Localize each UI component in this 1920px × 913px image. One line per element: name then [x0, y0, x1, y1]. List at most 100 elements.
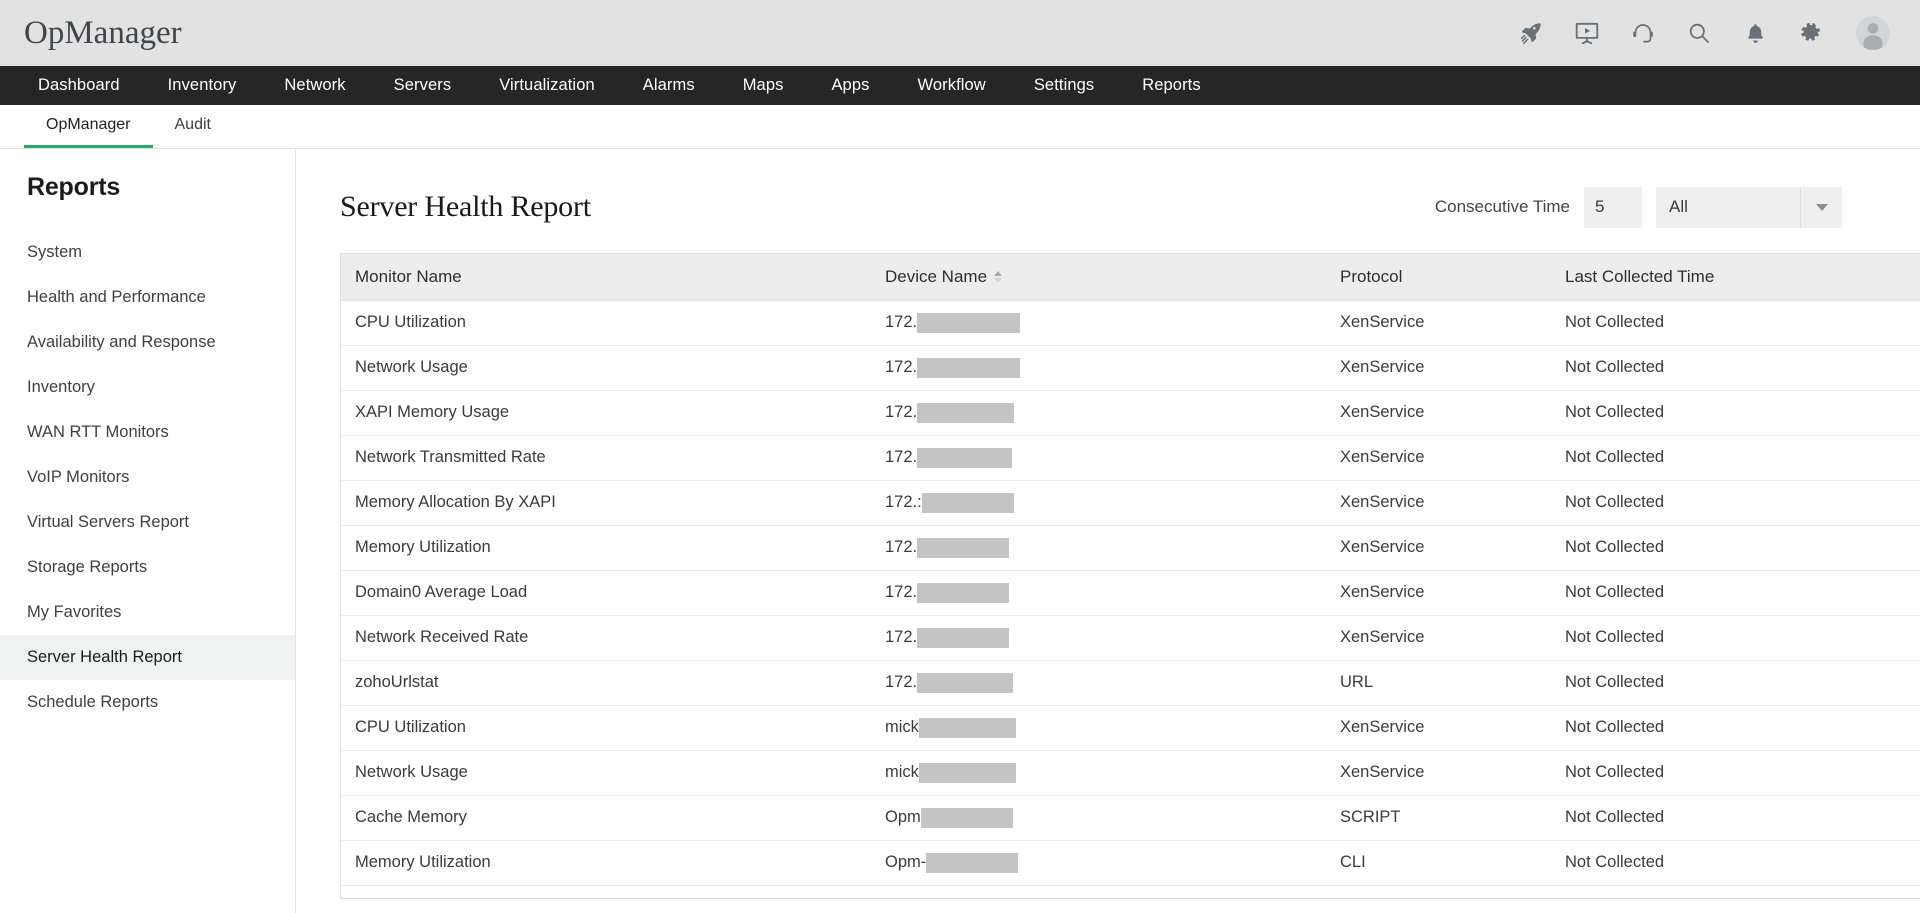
- cell-monitor-name: zohoUrlstat: [341, 660, 871, 706]
- sidebar-item-health-and-performance[interactable]: Health and Performance: [27, 288, 206, 306]
- app-logo: OpManager: [24, 14, 182, 51]
- cell-protocol: XenService: [1326, 480, 1551, 526]
- device-name-prefix: 172.: [885, 583, 918, 601]
- table-row[interactable]: Cache Memory Opm SCRIPT Not Collected: [341, 795, 1920, 841]
- sidebar-item-server-health-report[interactable]: Server Health Report: [0, 635, 295, 680]
- device-name-prefix: Opm-: [885, 853, 927, 871]
- sidebar-item-schedule-reports[interactable]: Schedule Reports: [27, 693, 159, 711]
- cell-protocol: XenService: [1326, 525, 1551, 571]
- sidebar-item-my-favorites[interactable]: My Favorites: [27, 603, 122, 621]
- tab-opmanager[interactable]: OpManager: [24, 105, 153, 148]
- server-health-table: Monitor Name Device Name: [341, 254, 1920, 886]
- cell-last-collected-time: Not Collected: [1551, 525, 1920, 571]
- sidebar-item-availability-and-response[interactable]: Availability and Response: [27, 333, 216, 351]
- cell-monitor-name: CPU Utilization: [341, 705, 871, 751]
- table-row[interactable]: Network Received Rate 172. XenService Not C…: [341, 615, 1920, 661]
- reports-sidebar: Reports System Health and Performance Av…: [0, 149, 296, 913]
- nav-item-maps[interactable]: Maps: [742, 76, 784, 94]
- nav-item-workflow[interactable]: Workflow: [917, 76, 986, 94]
- nav-item-settings[interactable]: Settings: [1033, 76, 1095, 94]
- cell-protocol: XenService: [1326, 345, 1551, 391]
- report-content: Server Health Report Consecutive Time Al…: [296, 149, 1920, 913]
- rocket-icon[interactable]: [1518, 20, 1544, 46]
- consecutive-time-input[interactable]: [1584, 186, 1642, 228]
- sidebar-item-inventory[interactable]: Inventory: [27, 378, 95, 396]
- table-row[interactable]: Domain0 Average Load 172. XenService Not Co…: [341, 570, 1920, 616]
- table-row[interactable]: CPU Utilization mick XenService Not Collect…: [341, 705, 1920, 751]
- consecutive-time-label: Consecutive Time: [1434, 197, 1570, 216]
- nav-item-alarms[interactable]: Alarms: [642, 76, 695, 94]
- cell-last-collected-time: Not Collected: [1551, 795, 1920, 841]
- column-header-protocol[interactable]: Protocol: [1326, 254, 1551, 301]
- sidebar-item-system[interactable]: System: [27, 243, 83, 261]
- cell-monitor-name: Domain0 Average Load: [341, 570, 871, 616]
- brand-bar: OpManager: [0, 0, 1920, 66]
- cell-monitor-name: Network Received Rate: [341, 615, 871, 661]
- nav-item-inventory[interactable]: Inventory: [167, 76, 237, 94]
- column-header-device-name[interactable]: Device Name: [871, 254, 1326, 301]
- table-row[interactable]: XAPI Memory Usage 172. XenService Not Colle…: [341, 390, 1920, 436]
- cell-last-collected-time: Not Collected: [1551, 570, 1920, 616]
- device-name-prefix: 172.: [885, 673, 918, 691]
- column-label: Last Collected Time: [1565, 266, 1715, 286]
- cell-last-collected-time: Not Collected: [1551, 480, 1920, 526]
- gear-icon[interactable]: [1798, 20, 1824, 46]
- redaction-block: [917, 627, 1010, 648]
- presentation-icon[interactable]: [1574, 20, 1600, 46]
- cell-last-collected-time: Not Collected: [1551, 840, 1920, 886]
- table-row[interactable]: Memory Utilization Opm- CLI Not Collected: [341, 840, 1920, 886]
- sidebar-item-storage-reports[interactable]: Storage Reports: [27, 558, 148, 576]
- sidebar-item-voip-monitors[interactable]: VoIP Monitors: [27, 468, 130, 486]
- table-row[interactable]: Memory Utilization 172. XenService Not Coll…: [341, 525, 1920, 571]
- cell-device-name: 172.:: [871, 480, 1326, 526]
- bell-icon[interactable]: [1742, 20, 1768, 46]
- content-header: Server Health Report Consecutive Time Al…: [296, 149, 1920, 235]
- sort-ascending-icon[interactable]: [994, 270, 1003, 283]
- cell-device-name: 172.: [871, 570, 1326, 616]
- filter-select[interactable]: All: [1656, 186, 1842, 228]
- nav-item-network[interactable]: Network: [284, 76, 346, 94]
- table-row[interactable]: Network Transmitted Rate 172. XenService No…: [341, 435, 1920, 481]
- column-label: Monitor Name: [355, 266, 462, 286]
- device-name-prefix: 172.: [885, 628, 918, 646]
- sidebar-item-wan-rtt-monitors[interactable]: WAN RTT Monitors: [27, 423, 169, 441]
- table-row[interactable]: CPU Utilization 172. XenService Not Collect…: [341, 300, 1920, 346]
- redaction-block: [917, 447, 1013, 468]
- redaction-block: [917, 402, 1015, 423]
- cell-last-collected-time: Not Collected: [1551, 345, 1920, 391]
- headset-icon[interactable]: [1630, 20, 1656, 46]
- search-icon[interactable]: [1686, 20, 1712, 46]
- cell-monitor-name: Network Transmitted Rate: [341, 435, 871, 481]
- chevron-down-icon[interactable]: [1800, 186, 1842, 228]
- nav-item-apps[interactable]: Apps: [831, 76, 870, 94]
- cell-monitor-name: Network Usage: [341, 750, 871, 796]
- table-body: CPU Utilization 172. XenService Not Collect…: [341, 300, 1920, 886]
- nav-item-reports[interactable]: Reports: [1142, 76, 1201, 94]
- cell-protocol: XenService: [1326, 390, 1551, 436]
- table-row[interactable]: Memory Allocation By XAPI 172.: XenService…: [341, 480, 1920, 526]
- table-row[interactable]: Network Usage mick XenService Not Collected: [341, 750, 1920, 796]
- redaction-block: [926, 852, 1019, 873]
- table-row[interactable]: Network Usage 172. XenService Not Collected: [341, 345, 1920, 391]
- cell-last-collected-time: Not Collected: [1551, 660, 1920, 706]
- redaction-block: [918, 717, 1016, 738]
- cell-protocol: XenService: [1326, 435, 1551, 481]
- cell-last-collected-time: Not Collected: [1551, 435, 1920, 481]
- nav-item-virtualization[interactable]: Virtualization: [499, 76, 595, 94]
- page-title: Server Health Report: [340, 190, 591, 223]
- device-name-prefix: 172.:: [885, 493, 922, 511]
- nav-item-servers[interactable]: Servers: [393, 76, 452, 94]
- tab-audit[interactable]: Audit: [174, 116, 211, 133]
- table-row[interactable]: zohoUrlstat 172. URL Not Collected: [341, 660, 1920, 706]
- column-header-monitor-name[interactable]: Monitor Name: [341, 254, 871, 301]
- cell-device-name: Opm: [871, 795, 1326, 841]
- avatar[interactable]: [1856, 16, 1890, 50]
- cell-monitor-name: XAPI Memory Usage: [341, 390, 871, 436]
- cell-device-name: mick: [871, 705, 1326, 751]
- report-filters: Consecutive Time All: [1434, 186, 1842, 228]
- cell-device-name: 172.: [871, 615, 1326, 661]
- nav-item-dashboard[interactable]: Dashboard: [38, 76, 120, 94]
- sidebar-item-virtual-servers-report[interactable]: Virtual Servers Report: [27, 513, 190, 531]
- column-header-last-collected-time[interactable]: Last Collected Time: [1551, 254, 1920, 301]
- page-body: Reports System Health and Performance Av…: [0, 149, 1920, 913]
